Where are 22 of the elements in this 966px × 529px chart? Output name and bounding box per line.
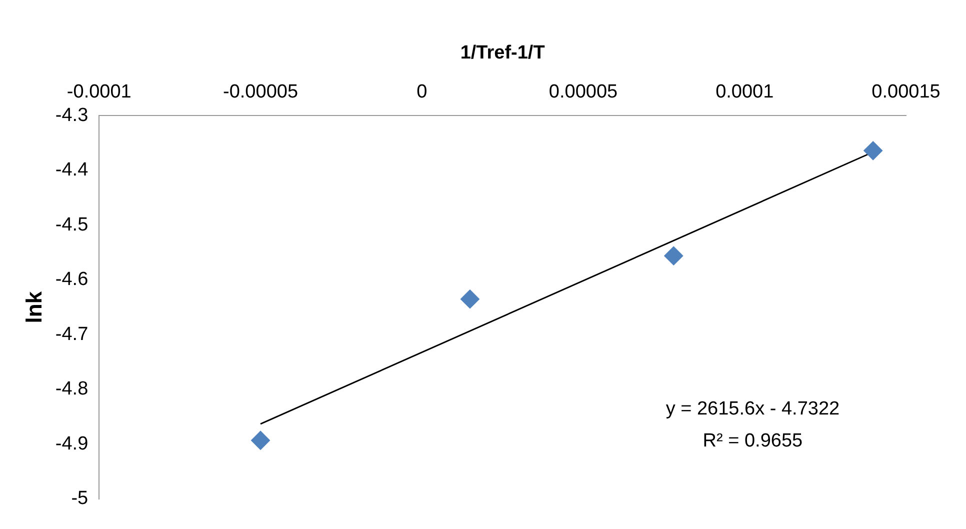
x-tick-label: 0.00015 [872, 81, 940, 102]
y-tick-label: -4.8 [55, 378, 88, 400]
y-tick-label: -4.7 [55, 324, 88, 345]
x-tick-label: -0.00005 [223, 81, 298, 102]
annotation: y = 2615.6x - 4.7322 [666, 398, 840, 420]
point [460, 290, 480, 309]
y-axis-title: lnk [21, 290, 46, 324]
x-axis-title: 1/Tref-1/T [460, 42, 546, 64]
y-tick-label: -4.9 [55, 433, 88, 454]
y-tick-label: -4.6 [55, 269, 88, 290]
y-tick-label: -4.4 [55, 160, 89, 181]
x-tick-label: -0.0001 [66, 81, 132, 102]
y-tick-label: -4.3 [55, 104, 88, 126]
point [864, 141, 883, 160]
x-tick-label: 0 [416, 81, 428, 102]
x-tick-label: 0.0001 [716, 81, 774, 102]
annotation: R² = 0.9655 [702, 430, 803, 452]
point [251, 430, 270, 450]
point [664, 246, 684, 266]
y-tick-label: -5 [71, 488, 88, 510]
x-tick-label: 0.00005 [548, 81, 618, 102]
y-tick-label: -4.5 [55, 214, 88, 236]
